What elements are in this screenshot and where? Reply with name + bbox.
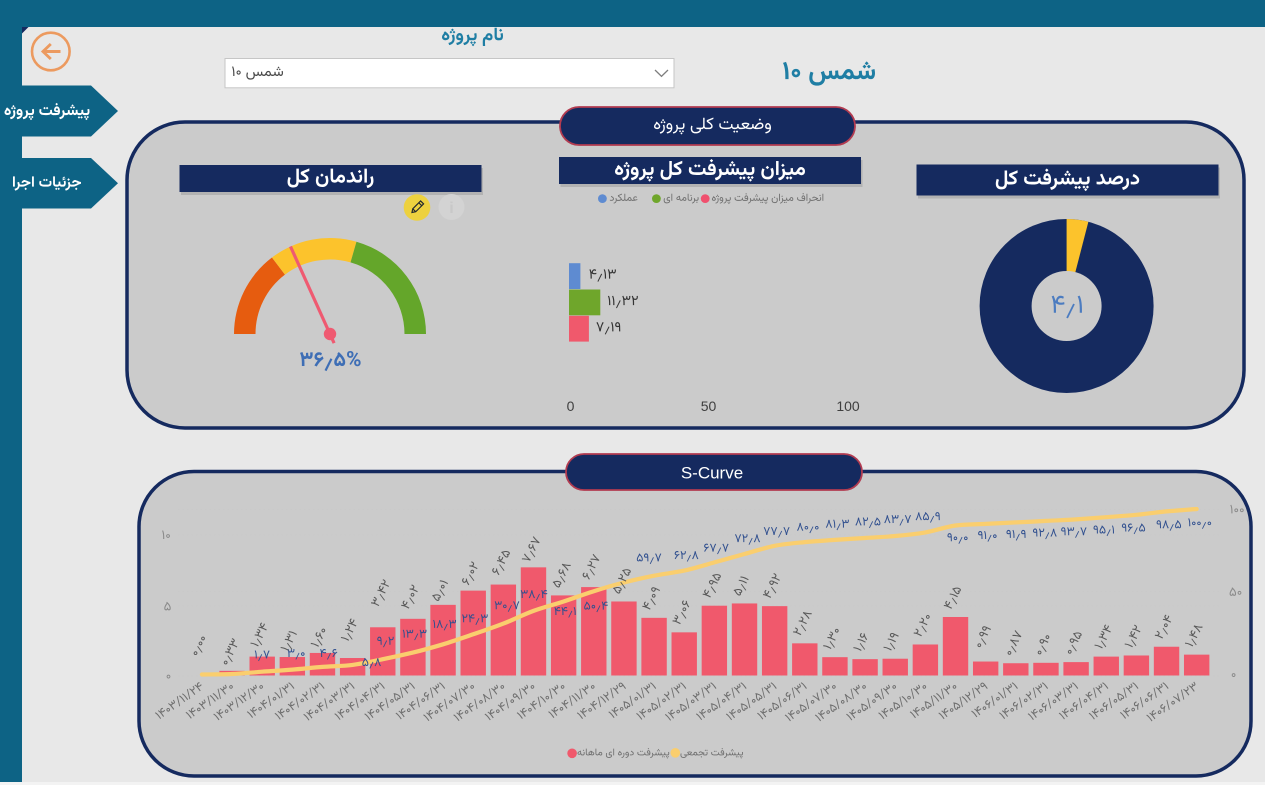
- svg-text:50: 50: [701, 398, 717, 414]
- svg-text:i: i: [449, 200, 453, 217]
- svg-text:100: 100: [836, 398, 860, 414]
- svg-text:S-Curve: S-Curve: [681, 464, 743, 483]
- svg-text:0: 0: [567, 398, 575, 414]
